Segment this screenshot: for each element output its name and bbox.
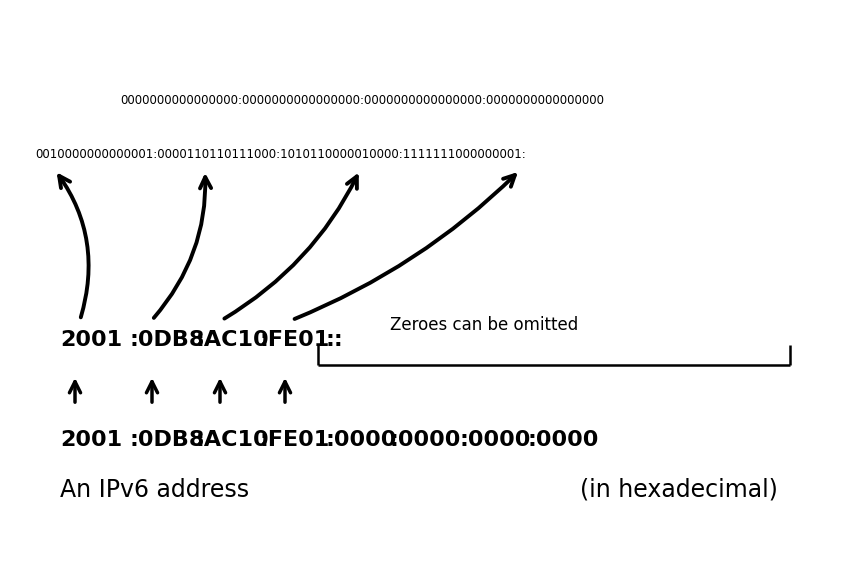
FancyArrowPatch shape bbox=[59, 176, 88, 317]
Text: :0000: :0000 bbox=[460, 430, 531, 450]
Text: :AC10: :AC10 bbox=[195, 330, 269, 350]
FancyArrowPatch shape bbox=[294, 175, 515, 319]
Text: :0DB8: :0DB8 bbox=[130, 330, 205, 350]
Text: ::: :: bbox=[325, 330, 342, 350]
Text: An IPv6 address: An IPv6 address bbox=[60, 478, 249, 502]
Text: :0DB8: :0DB8 bbox=[130, 430, 205, 450]
Text: :FE01: :FE01 bbox=[260, 430, 330, 450]
FancyArrowPatch shape bbox=[154, 177, 211, 318]
Text: :0000: :0000 bbox=[325, 430, 396, 450]
Text: 2001: 2001 bbox=[60, 330, 122, 350]
Text: :0000: :0000 bbox=[528, 430, 600, 450]
FancyArrowPatch shape bbox=[225, 176, 357, 319]
Text: :FE01: :FE01 bbox=[260, 330, 330, 350]
Text: 2001: 2001 bbox=[60, 430, 122, 450]
Text: 0000000000000000:0000000000000000:0000000000000000:0000000000000000: 0000000000000000:0000000000000000:000000… bbox=[120, 93, 604, 107]
Text: Zeroes can be omitted: Zeroes can be omitted bbox=[390, 316, 578, 334]
Text: :0000: :0000 bbox=[390, 430, 462, 450]
Text: 0010000000000001:0000110110111000:1010110000010000:1111111000000001:: 0010000000000001:0000110110111000:101011… bbox=[35, 148, 526, 162]
Text: (in hexadecimal): (in hexadecimal) bbox=[580, 478, 778, 502]
Text: :AC10: :AC10 bbox=[195, 430, 269, 450]
